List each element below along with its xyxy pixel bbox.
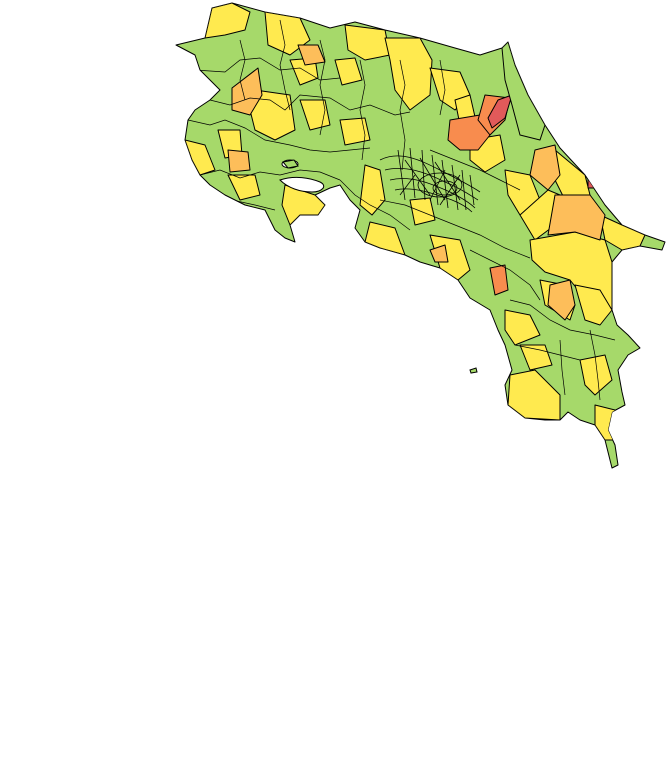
island: [282, 159, 299, 169]
district-yellow: [599, 214, 646, 251]
gulf-water: [279, 176, 325, 193]
district-orange: [547, 279, 576, 321]
district-layer: [184, 3, 646, 441]
district-yellow: [281, 184, 326, 226]
district-yellow: [409, 197, 436, 226]
district-green: [501, 41, 546, 141]
district-yellow: [507, 369, 561, 421]
district-orange: [547, 194, 606, 241]
district-yellow: [339, 117, 371, 146]
district-yellow: [384, 37, 433, 111]
district-orange: [231, 67, 263, 116]
district-yellow: [334, 57, 363, 86]
district-yellow: [204, 3, 251, 39]
urban-district-cluster: [379, 147, 481, 213]
district-yellow: [579, 354, 613, 396]
district-orange: [297, 44, 326, 66]
district-dark-orange: [489, 264, 509, 296]
district-yellow: [344, 24, 391, 61]
district-yellow: [574, 284, 613, 326]
district-yellow: [594, 404, 619, 441]
district-orange: [429, 244, 449, 263]
district-orange: [529, 144, 561, 191]
district-borders: [187, 19, 616, 401]
district-yellow: [364, 221, 406, 256]
district-yellow: [227, 174, 261, 201]
district-orange: [227, 149, 251, 173]
district-yellow: [504, 309, 541, 346]
island: [469, 367, 478, 374]
